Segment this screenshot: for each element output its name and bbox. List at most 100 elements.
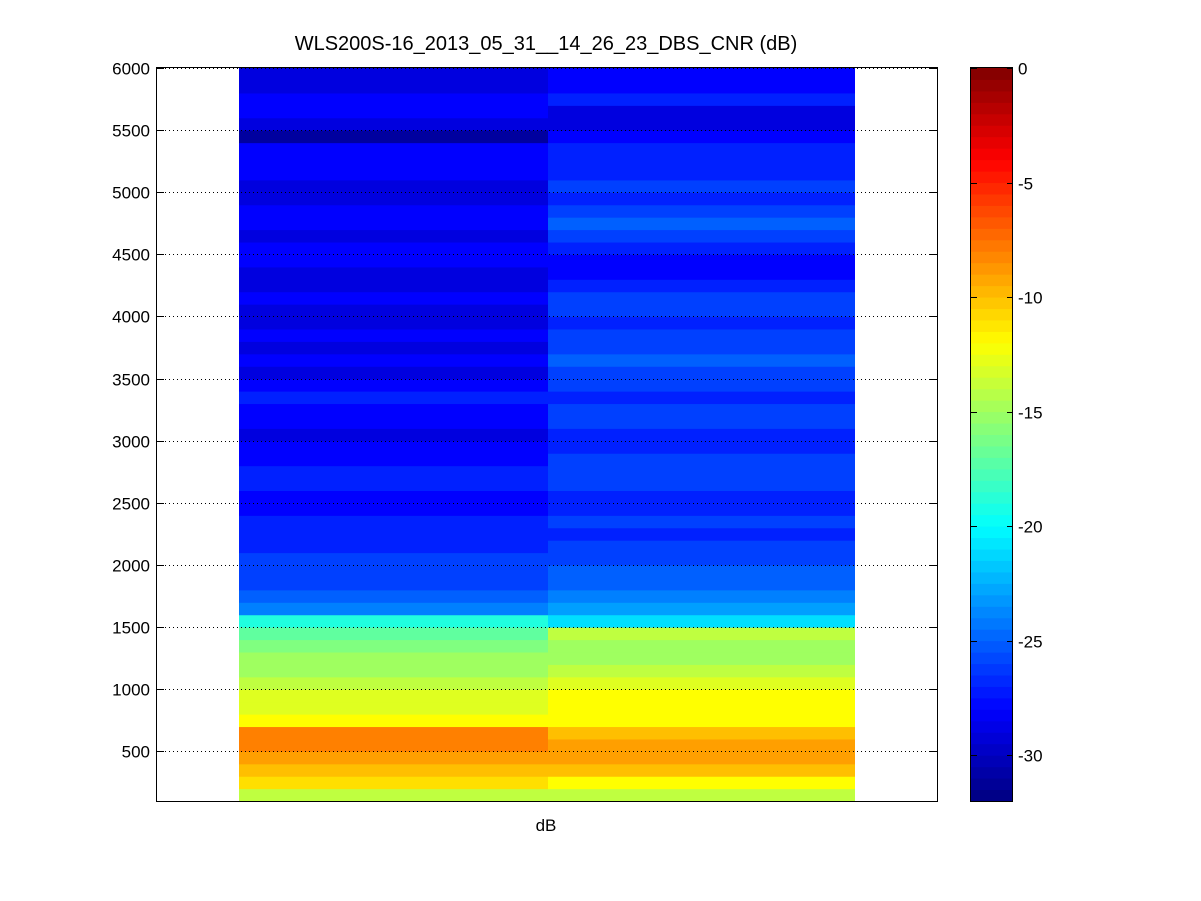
heatmap-cell bbox=[548, 664, 855, 678]
colorbar-swatch bbox=[971, 319, 1013, 332]
heatmap-cell bbox=[548, 366, 855, 380]
heatmap-cell bbox=[239, 788, 548, 802]
heatmap-cell bbox=[239, 614, 548, 628]
heatmap-cell bbox=[548, 776, 855, 790]
colorbar-swatch bbox=[971, 68, 1013, 80]
y-tick-label: 3000 bbox=[112, 433, 150, 452]
colorbar-swatch bbox=[971, 709, 1013, 722]
heatmap-cell bbox=[548, 204, 855, 218]
heatmap-cell bbox=[239, 477, 548, 491]
heatmap-cell bbox=[548, 714, 855, 728]
colorbar-swatch bbox=[971, 594, 1013, 607]
heatmap-cell bbox=[548, 241, 855, 255]
heatmap-cell bbox=[239, 589, 548, 603]
heatmap-cell bbox=[239, 80, 548, 94]
heatmap-cell bbox=[239, 391, 548, 405]
y-tick-label: 500 bbox=[122, 743, 150, 762]
heatmap-cell bbox=[548, 80, 855, 94]
y-tick-label: 6000 bbox=[112, 60, 150, 79]
heatmap-cell bbox=[239, 527, 548, 541]
heatmap-cell bbox=[548, 602, 855, 616]
colorbar-swatch bbox=[971, 423, 1013, 435]
heatmap-cell bbox=[548, 142, 855, 156]
heatmap-cell bbox=[548, 763, 855, 777]
heatmap-cell bbox=[239, 154, 548, 168]
colorbar-swatch bbox=[971, 308, 1013, 321]
colorbar-swatch bbox=[971, 732, 1013, 745]
heatmap-cell bbox=[548, 154, 855, 168]
y-axis-ticks: 500 1000 1500 2000 2500 3000 3500 4000 4500 5000 5… bbox=[112, 60, 937, 762]
colorbar-swatch bbox=[971, 125, 1013, 138]
colorbar bbox=[971, 68, 1013, 802]
heatmap-cell bbox=[239, 726, 548, 740]
heatmap-cell bbox=[239, 192, 548, 206]
heatmap-cell bbox=[239, 403, 548, 417]
heatmap-cell bbox=[548, 651, 855, 665]
heatmap-cell bbox=[548, 689, 855, 703]
heatmap-cell bbox=[239, 701, 548, 715]
colorbar-swatch bbox=[971, 640, 1013, 653]
colorbar-swatch bbox=[971, 491, 1013, 504]
heatmap-cell bbox=[239, 540, 548, 554]
colorbar-tick-label: 0 bbox=[1018, 60, 1027, 79]
colorbar-swatch bbox=[971, 411, 1013, 424]
heatmap-cell bbox=[239, 353, 548, 367]
heatmap-cell bbox=[548, 291, 855, 305]
colorbar-swatch bbox=[971, 365, 1013, 378]
heatmap-cell bbox=[239, 279, 548, 293]
colorbar-swatch bbox=[971, 354, 1013, 367]
colorbar-swatch bbox=[971, 663, 1013, 676]
colorbar-swatch bbox=[971, 159, 1013, 172]
heatmap-cell bbox=[548, 738, 855, 752]
heatmap-cell bbox=[548, 627, 855, 641]
heatmap-cell bbox=[548, 589, 855, 603]
colorbar-swatch bbox=[971, 526, 1013, 539]
heatmap-cell bbox=[548, 328, 855, 342]
colorbar-tick-label: -15 bbox=[1018, 404, 1043, 423]
heatmap-cell bbox=[548, 415, 855, 429]
heatmap-cell bbox=[548, 428, 855, 442]
colorbar-tick-label: -25 bbox=[1018, 633, 1043, 652]
heatmap-cell bbox=[239, 577, 548, 591]
heatmap-cell bbox=[548, 540, 855, 554]
colorbar-tick-label: -20 bbox=[1018, 518, 1043, 537]
heatmap-cell bbox=[548, 515, 855, 529]
chart-title: WLS200S-16_2013_05_31__14_26_23_DBS_CNR … bbox=[295, 33, 798, 55]
colorbar-swatch bbox=[971, 766, 1013, 779]
y-tick-label: 1000 bbox=[112, 681, 150, 700]
y-tick-label: 4500 bbox=[112, 246, 150, 265]
colorbar-swatch bbox=[971, 182, 1013, 195]
heatmap-cell bbox=[548, 465, 855, 479]
x-axis-label: dB bbox=[536, 816, 557, 835]
heatmap-cell bbox=[548, 105, 855, 119]
heatmap-cell bbox=[239, 179, 548, 193]
colorbar-swatch bbox=[971, 434, 1013, 447]
colorbar-swatch bbox=[971, 342, 1013, 355]
colorbar-swatch bbox=[971, 468, 1013, 481]
heatmap-cell bbox=[548, 391, 855, 405]
colorbar-swatch bbox=[971, 102, 1013, 115]
heatmap-cell bbox=[239, 415, 548, 429]
heatmap-cell bbox=[239, 117, 548, 131]
heatmap-cell bbox=[239, 291, 548, 305]
colorbar-swatch bbox=[971, 686, 1013, 699]
heatmap-cell bbox=[239, 651, 548, 665]
heatmap-cell bbox=[548, 726, 855, 740]
colorbar-swatch bbox=[971, 148, 1013, 161]
colorbar-swatch bbox=[971, 629, 1013, 642]
heatmap-cell bbox=[548, 68, 855, 82]
heatmap-cell bbox=[548, 117, 855, 131]
colorbar-swatch bbox=[971, 297, 1013, 310]
heatmap-cell bbox=[548, 639, 855, 653]
heatmap-cell bbox=[548, 229, 855, 243]
heatmap-cell bbox=[548, 353, 855, 367]
heatmap-cell bbox=[548, 614, 855, 628]
heatmap-cell bbox=[548, 266, 855, 280]
colorbar-border bbox=[970, 67, 1013, 802]
heatmap-cell bbox=[548, 552, 855, 566]
heatmap-cell bbox=[239, 639, 548, 653]
heatmap-cell bbox=[239, 428, 548, 442]
colorbar-swatch bbox=[971, 789, 1013, 802]
heatmap-cell bbox=[548, 490, 855, 504]
heatmap-cell bbox=[239, 378, 548, 392]
